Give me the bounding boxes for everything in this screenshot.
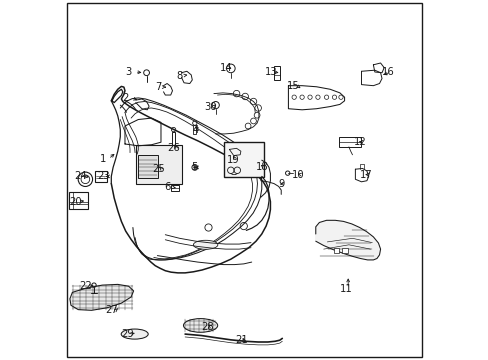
Text: 13: 13 [264,67,277,77]
Bar [273,66,279,80]
Text: 17: 17 [359,170,372,180]
Text: 25: 25 [152,164,165,174]
Polygon shape [315,220,380,260]
Text: 2: 2 [122,93,128,103]
Bar [136,145,182,184]
Polygon shape [70,284,133,310]
Text: 19: 19 [226,155,239,165]
Text: 26: 26 [166,143,179,153]
Text: 16: 16 [381,67,393,77]
Bar [95,171,106,182]
Bar [338,137,361,147]
Text: 11: 11 [339,284,352,294]
Text: 1: 1 [100,154,106,164]
Bar [171,132,175,145]
Text: 9: 9 [278,179,284,189]
Bar [138,155,158,178]
Text: 5: 5 [190,162,197,172]
Bar [333,248,339,253]
Bar [193,125,196,134]
Bar [223,142,264,177]
Text: 18: 18 [255,162,267,172]
Text: 6: 6 [163,182,170,192]
Ellipse shape [193,240,218,249]
Circle shape [193,166,196,168]
Text: 30: 30 [203,102,216,112]
Ellipse shape [183,319,217,332]
Text: 4: 4 [192,125,199,135]
Bar [342,248,347,253]
Text: 22: 22 [79,281,92,291]
Bar [69,192,87,209]
Text: 23: 23 [97,171,109,181]
Text: 3: 3 [125,67,131,77]
Text: 12: 12 [353,137,366,147]
Text: 27: 27 [105,305,118,315]
Text: 7: 7 [155,82,162,92]
Text: 21: 21 [235,335,247,345]
Bar [170,185,178,191]
Ellipse shape [121,329,148,339]
Text: 15: 15 [286,81,299,91]
Text: 14: 14 [219,63,232,73]
Text: 28: 28 [201,322,214,332]
Text: 29: 29 [121,329,134,339]
Text: 20: 20 [69,197,81,207]
Text: 24: 24 [74,171,87,181]
Text: 8: 8 [176,71,183,81]
Text: 10: 10 [291,170,304,180]
